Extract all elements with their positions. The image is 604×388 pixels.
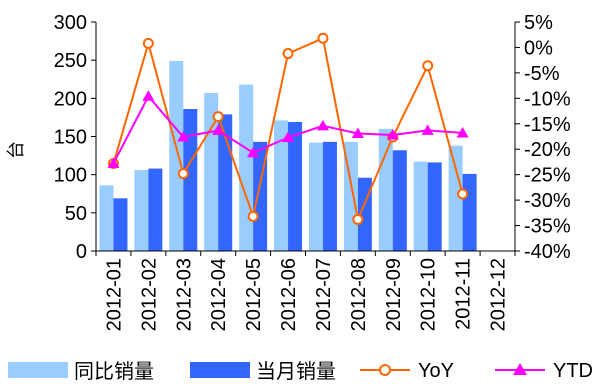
point-YoY [457, 188, 469, 200]
lines-layer [107, 32, 469, 225]
bar-同比销量-2012-09 [378, 128, 393, 251]
legend-label-YTD: YTD [553, 360, 593, 382]
point-YoY [317, 32, 329, 44]
point-YoY [422, 60, 434, 72]
y-tick-label: 200 [54, 88, 87, 110]
point-YoY [177, 168, 189, 180]
legend: 同比销量 当月销量 YoY YTD [8, 360, 593, 383]
y2-tick-label: -20% [524, 139, 571, 161]
point-YoY [352, 213, 364, 225]
x-tick-label: 2012-07 [313, 258, 335, 331]
point-YoY [247, 210, 259, 222]
legend-swatch-当月销量 [190, 362, 250, 378]
point-YTD [421, 124, 434, 135]
point-YoY [282, 48, 294, 60]
bar-同比销量-2012-07 [308, 142, 323, 251]
bar-同比销量-2012-11 [448, 145, 463, 251]
x-tick-label: 2012-08 [348, 258, 370, 331]
y2-tick-label: -35% [524, 216, 571, 238]
x-tick-label: 2012-01 [103, 258, 125, 331]
bar-同比销量-2012-03 [169, 60, 184, 252]
legend-label-当月销量: 当月销量 [256, 360, 336, 383]
point-YTD [142, 90, 155, 101]
y-tick-label: 150 [54, 127, 87, 149]
x-tick-label: 2012-12 [488, 258, 510, 331]
point-YTD [282, 131, 295, 143]
legend-marker-YTD [513, 363, 527, 375]
legend-label-YoY: YoY [418, 360, 454, 382]
bar-同比销量-2012-10 [413, 161, 428, 251]
x-tick-label: 2012-05 [243, 258, 265, 331]
point-YTD [212, 124, 225, 135]
bar-同比销量-2012-01 [99, 185, 114, 251]
x-tick-label: 2012-10 [418, 258, 440, 331]
y-tick-label: 0 [76, 241, 87, 263]
y-tick-label: 250 [54, 50, 87, 72]
bar-同比销量-2012-02 [134, 170, 149, 251]
x-tick-label: 2012-09 [383, 258, 405, 331]
x-tick-label: 2012-04 [208, 258, 230, 331]
bar-当月销量-2012-07 [322, 141, 337, 251]
y-tick-label: 50 [65, 203, 87, 225]
point-YTD [316, 119, 329, 131]
y-axis-title: 台 [6, 141, 26, 159]
y2-tick-label: -10% [524, 88, 571, 110]
bar-当月销量-2012-11 [462, 173, 477, 251]
x-tick-label: 2012-06 [278, 258, 300, 331]
point-YTD [386, 128, 399, 140]
axes-layer: 0 50 100 150 200 250 300 -40% -35% -30% -25% -20% -1… [6, 12, 571, 331]
point-YTD [247, 146, 260, 158]
bar-当月销量-2012-06 [288, 121, 303, 251]
bar-当月销量-2012-01 [113, 198, 128, 251]
point-YTD [107, 157, 120, 168]
bar-同比销量-2012-05 [239, 84, 254, 252]
y-tick-label: 300 [54, 12, 87, 34]
y-tick-label: 100 [54, 165, 87, 187]
legend-swatch-同比销量 [8, 362, 68, 378]
bar-当月销量-2012-03 [183, 109, 198, 252]
y2-tick-label: -25% [524, 165, 571, 187]
y2-tick-label: -15% [524, 114, 571, 136]
legend-label-同比销量: 同比销量 [74, 360, 154, 383]
bar-当月销量-2012-10 [427, 162, 442, 251]
legend-marker-YoY [379, 364, 391, 376]
y2-tick-label: 0% [524, 37, 553, 59]
bar-当月销量-2012-02 [148, 168, 163, 251]
x-tick-label: 2012-03 [173, 258, 195, 331]
point-YoY [212, 111, 224, 123]
y2-tick-label: 5% [524, 12, 553, 34]
y2-tick-label: -30% [524, 190, 571, 212]
bars-layer [99, 60, 477, 252]
point-YTD [456, 126, 469, 138]
point-YTD [351, 127, 364, 138]
bar-同比销量-2012-06 [274, 120, 289, 251]
point-YoY [142, 37, 154, 49]
x-tick-label: 2012-02 [138, 258, 160, 331]
y2-tick-label: -5% [524, 63, 560, 85]
point-YTD [177, 131, 190, 142]
y2-tick-label: -40% [524, 241, 571, 263]
x-tick-label: 2012-11 [453, 258, 475, 330]
bar-当月销量-2012-09 [392, 150, 407, 251]
